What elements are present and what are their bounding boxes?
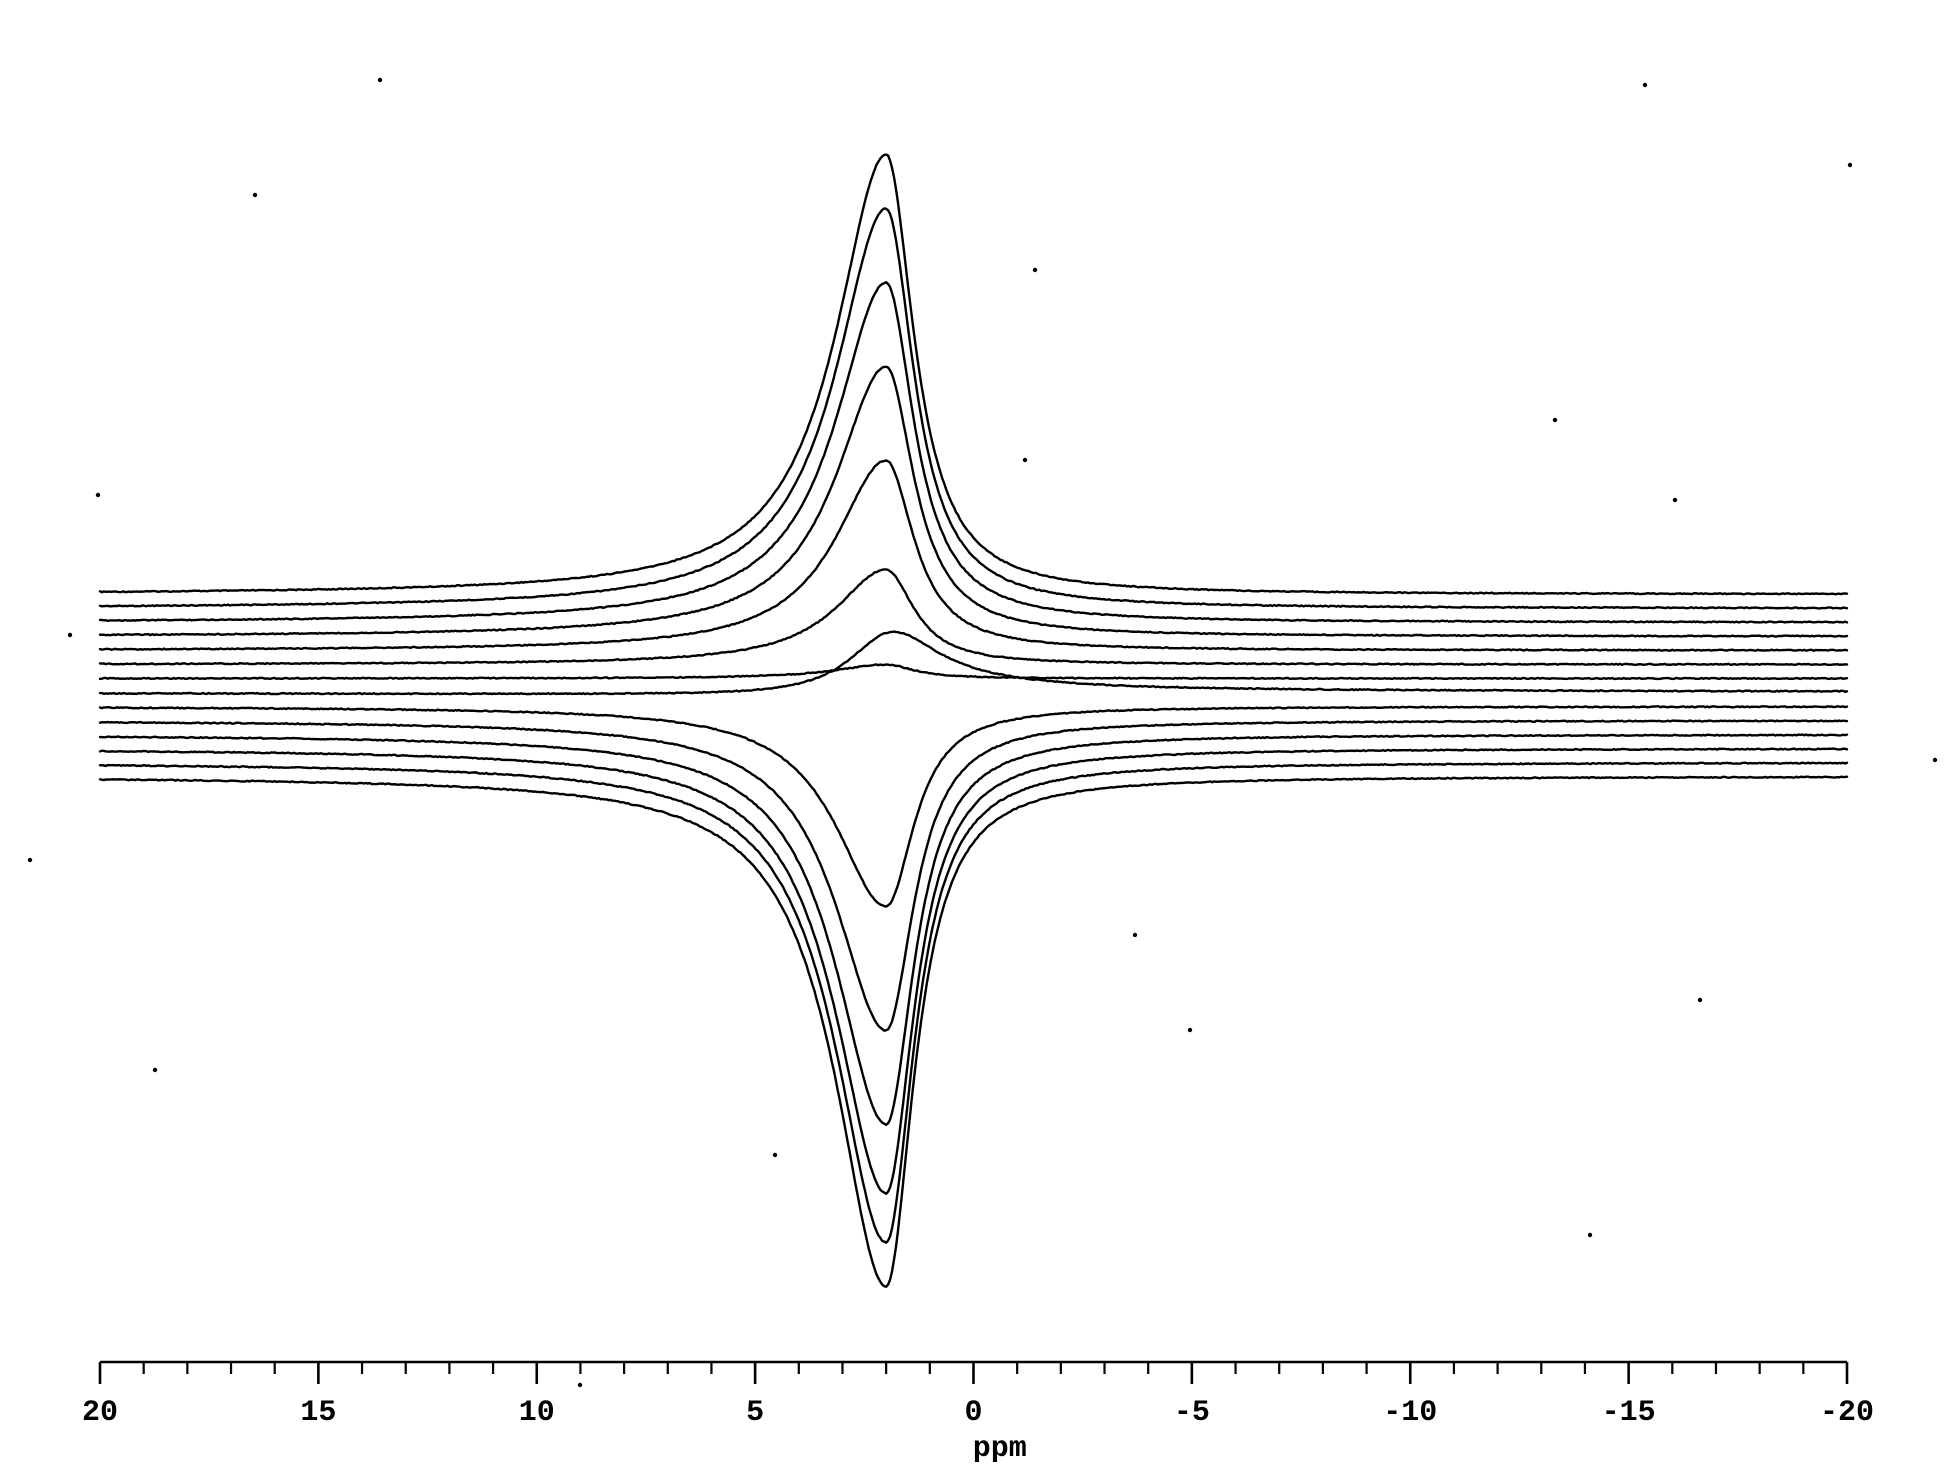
noise-dot	[1553, 418, 1557, 422]
axis-tick-label: -5	[1174, 1396, 1210, 1430]
axis-label: ppm	[973, 1432, 1027, 1466]
axis-tick-label: -20	[1820, 1396, 1874, 1430]
noise-dot	[1848, 163, 1852, 167]
noise-dot	[68, 633, 72, 637]
noise-dot	[1588, 1233, 1592, 1237]
axis-tick-label: -10	[1383, 1396, 1437, 1430]
noise-dot	[28, 858, 32, 862]
noise-dot	[578, 1383, 582, 1387]
axis-tick-label: 15	[300, 1396, 336, 1430]
axis-tick-label: 20	[82, 1396, 118, 1430]
noise-dot	[1033, 268, 1037, 272]
noise-dot	[1188, 1028, 1192, 1032]
noise-dot	[1133, 933, 1137, 937]
noise-dot	[1933, 758, 1937, 762]
noise-dot	[96, 493, 100, 497]
axis-tick-label: 5	[746, 1396, 764, 1430]
noise-dot	[773, 1153, 777, 1157]
noise-dot	[1673, 498, 1677, 502]
noise-dot	[1643, 83, 1647, 87]
noise-dot	[253, 193, 257, 197]
noise-dot	[378, 78, 382, 82]
figure-container: 20 15 10 5 0 -5 -10 -15 -20 ppm ppm	[0, 0, 1947, 1474]
axis-tick-label: -15	[1602, 1396, 1656, 1430]
axis-tick-label: 10	[519, 1396, 555, 1430]
noise-dot	[1698, 998, 1702, 1002]
noise-dot	[1023, 458, 1027, 462]
axis-tick-label: 0	[964, 1396, 982, 1430]
spectra-svg: 20 15 10 5 0 -5 -10 -15 -20 ppm	[0, 0, 1947, 1474]
noise-dot	[153, 1068, 157, 1072]
